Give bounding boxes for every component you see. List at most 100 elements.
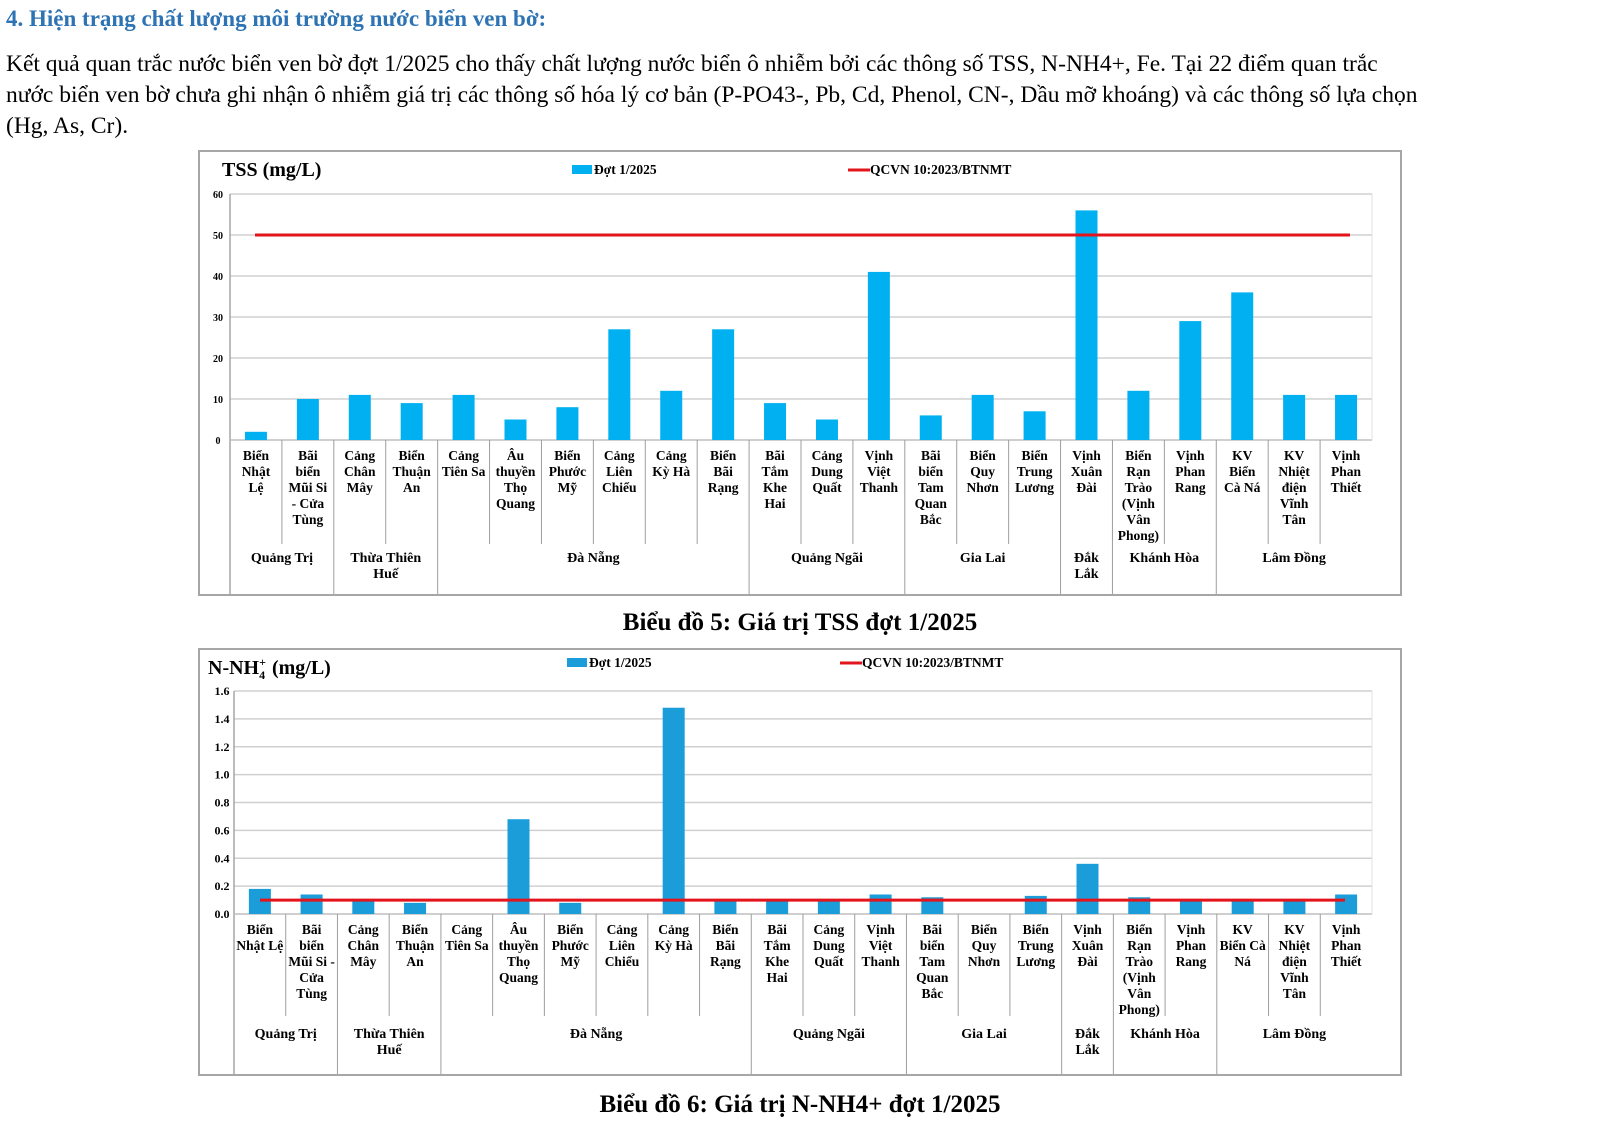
y-tick-label: 0.0 xyxy=(215,907,230,921)
x-category-label: Quang xyxy=(496,496,535,511)
x-category-label: Vịnh xyxy=(1332,448,1361,463)
bar xyxy=(1179,900,1202,914)
x-category-label: KV xyxy=(1233,922,1254,937)
x-category-label: Quang xyxy=(499,970,538,985)
bar xyxy=(1335,894,1358,914)
y-tick-label: 1.6 xyxy=(215,684,230,698)
x-group-label: Khánh Hòa xyxy=(1130,551,1200,566)
x-category-label: Nhơn xyxy=(968,954,1001,969)
x-category-label: Mây xyxy=(350,954,376,969)
x-category-label: Quy xyxy=(972,938,997,953)
x-category-label: Nhơn xyxy=(967,480,1000,495)
x-group-label: Thừa Thiên xyxy=(350,551,421,566)
section-heading: 4. Hiện trạng chất lượng môi trường nước… xyxy=(6,6,547,31)
x-category-label: Biển xyxy=(1125,448,1152,463)
x-category-label: Mỹ xyxy=(560,954,580,969)
x-group-label: Quảng Ngãi xyxy=(791,551,863,566)
paragraph-line: (Hg, As, Cr). xyxy=(6,113,129,139)
x-category-label: thuyền xyxy=(496,464,536,479)
paragraph-line: Kết quả quan trắc nước biển ven bờ đợt 1… xyxy=(6,51,1378,77)
x-category-label: Cảng xyxy=(604,448,635,463)
x-category-label: Tắm xyxy=(762,464,790,479)
x-category-label: - Cửa xyxy=(292,496,325,511)
x-category-label: Bãi xyxy=(302,922,322,937)
x-category-label: Cảng xyxy=(451,922,482,937)
x-category-label: Cà Ná xyxy=(1224,480,1261,495)
x-group-label: Huế xyxy=(373,567,399,582)
x-category-label: Vịnh xyxy=(1176,448,1205,463)
x-category-label: Bãi xyxy=(713,464,733,479)
bar xyxy=(1127,390,1150,440)
x-group-label: Đắk xyxy=(1074,551,1099,566)
x-category-label: Rạng xyxy=(710,954,741,969)
bar xyxy=(556,407,579,440)
x-category-label: Quất xyxy=(812,480,842,495)
x-category-label: Khe xyxy=(763,480,787,495)
x-category-label: Cảng xyxy=(607,922,638,937)
x-category-label: Vịnh xyxy=(1073,922,1102,937)
bar xyxy=(1283,900,1306,914)
x-category-label: Vịnh xyxy=(866,922,895,937)
x-category-label: Chiểu xyxy=(605,954,640,969)
y-tick-label: 60 xyxy=(213,190,223,201)
bar xyxy=(352,900,375,914)
tss-chart-svg: TSS (mg/L) Đợt 1/2025 QCVN 10:2023/BTNMT 0 1… xyxy=(213,159,1373,594)
x-category-label: Vĩnh xyxy=(1280,496,1309,511)
x-category-label: Cảng xyxy=(344,448,375,463)
x-category-label: Chiểu xyxy=(602,480,637,495)
x-category-label: Thanh xyxy=(860,480,899,495)
bar xyxy=(1023,411,1046,440)
x-category-label: Biển xyxy=(399,448,426,463)
x-category-label: Mây xyxy=(347,480,373,495)
bar xyxy=(766,900,789,914)
x-category-label: Phan xyxy=(1176,938,1207,953)
bar xyxy=(919,415,942,440)
x-category-label: Phong) xyxy=(1118,528,1159,543)
x-category-label: Cảng xyxy=(656,448,687,463)
x-category-label: Tùng xyxy=(296,986,327,1001)
x-category-label: Biển xyxy=(971,922,998,937)
x-category-label: Bắc xyxy=(920,512,942,527)
x-category-label: Rang xyxy=(1176,954,1207,969)
bar xyxy=(1075,210,1098,440)
x-category-label: An xyxy=(403,480,421,495)
x-category-label: Biển xyxy=(970,448,997,463)
chart-title: TSS (mg/L) xyxy=(222,159,321,181)
bar xyxy=(504,419,527,440)
x-category-label: biển xyxy=(918,464,943,479)
bar xyxy=(1283,394,1306,440)
x-category-label: Rạn xyxy=(1126,464,1150,479)
bar xyxy=(817,900,840,914)
x-category-label: Tắm xyxy=(764,938,792,953)
x-category-label: Bãi xyxy=(716,938,736,953)
x-category-label: Phan xyxy=(1331,938,1362,953)
x-category-label: Phước xyxy=(549,464,586,479)
x-category-label: Trào xyxy=(1125,480,1153,495)
x-category-label: Rạng xyxy=(708,480,739,495)
x-group-label: Huế xyxy=(377,1043,403,1058)
x-category-label: Trung xyxy=(1018,938,1054,953)
x-category-label: Biển xyxy=(554,448,581,463)
x-category-label: Biển xyxy=(1023,922,1050,937)
legend-bar-swatch xyxy=(567,658,587,667)
bar xyxy=(1179,321,1202,440)
x-category-label: Thiết xyxy=(1331,480,1362,495)
x-category-label: biển xyxy=(920,938,945,953)
x-category-label: Mỹ xyxy=(558,480,578,495)
x-category-label: Tam xyxy=(918,480,945,495)
bar xyxy=(764,403,787,440)
x-category-label: Trào xyxy=(1125,954,1153,969)
x-category-label: Bãi xyxy=(921,448,941,463)
x-category-label: Bãi xyxy=(298,448,318,463)
x-category-label: Việt xyxy=(869,938,893,953)
y-tick-label: 1.2 xyxy=(215,740,230,754)
x-category-label: Thọ xyxy=(504,480,528,495)
x-category-label: Tùng xyxy=(292,512,323,527)
x-category-label: Nhật xyxy=(242,464,271,479)
x-category-label: thuyền xyxy=(499,938,539,953)
x-category-label: Lương xyxy=(1015,480,1054,495)
bar xyxy=(662,707,685,914)
x-category-label: Dung xyxy=(811,464,843,479)
x-category-label: Kỳ Hà xyxy=(655,938,693,953)
intro-paragraph: Kết quả quan trắc nước biển ven bờ đợt 1… xyxy=(6,49,1596,142)
